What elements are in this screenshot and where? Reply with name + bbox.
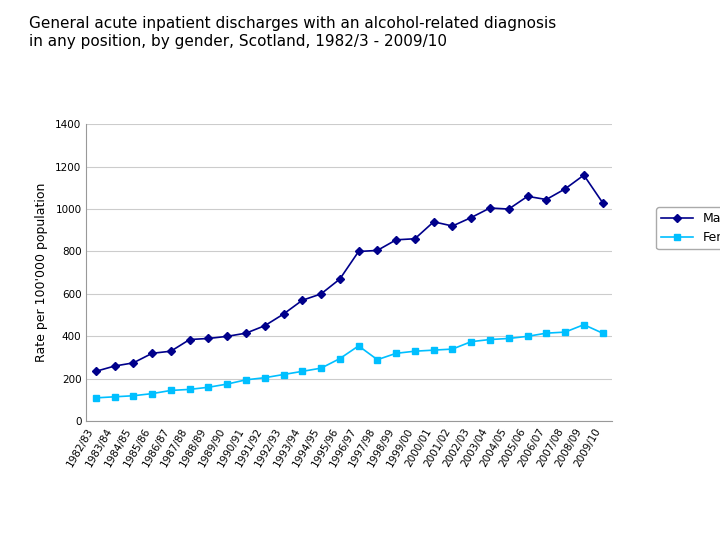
Male <box>467 214 475 221</box>
Male <box>317 291 325 297</box>
Male <box>448 223 456 230</box>
Female <box>410 348 419 354</box>
Male <box>542 196 551 202</box>
Male <box>598 199 607 206</box>
Female <box>542 330 551 336</box>
Male <box>166 348 175 354</box>
Female <box>223 381 232 387</box>
Male <box>505 206 513 212</box>
Male <box>279 311 288 318</box>
Female <box>91 395 100 401</box>
Female <box>148 390 156 397</box>
Female <box>505 335 513 342</box>
Line: Female: Female <box>93 322 606 401</box>
Female <box>129 393 138 399</box>
Y-axis label: Rate per 100'000 population: Rate per 100'000 population <box>35 183 48 362</box>
Male <box>261 322 269 329</box>
Female <box>580 321 588 328</box>
Male <box>354 248 363 255</box>
Female <box>354 343 363 349</box>
Male <box>392 237 400 243</box>
Male <box>410 235 419 242</box>
Male <box>204 335 212 342</box>
Male <box>561 186 570 192</box>
Female <box>166 387 175 394</box>
Female <box>110 394 119 400</box>
Female <box>261 374 269 381</box>
Female <box>373 356 382 363</box>
Male <box>298 297 307 303</box>
Female <box>242 376 251 383</box>
Male <box>523 193 532 200</box>
Female <box>486 336 495 343</box>
Male <box>185 336 194 343</box>
Female <box>204 384 212 390</box>
Text: General acute inpatient discharges with an alcohol-related diagnosis
in any posi: General acute inpatient discharges with … <box>29 16 556 49</box>
Female <box>279 372 288 378</box>
Female <box>561 329 570 335</box>
Female <box>598 330 607 336</box>
Male <box>148 350 156 356</box>
Male <box>429 219 438 225</box>
Legend: Male, Female: Male, Female <box>657 207 720 249</box>
Male <box>242 330 251 336</box>
Female <box>317 365 325 372</box>
Female <box>523 333 532 340</box>
Female <box>448 346 456 352</box>
Male <box>486 205 495 211</box>
Male <box>223 333 232 340</box>
Male <box>373 247 382 254</box>
Female <box>392 350 400 356</box>
Line: Male: Male <box>93 172 606 374</box>
Female <box>298 368 307 375</box>
Female <box>467 339 475 345</box>
Female <box>185 386 194 393</box>
Male <box>129 360 138 366</box>
Male <box>110 363 119 369</box>
Female <box>429 347 438 353</box>
Male <box>336 276 344 282</box>
Male <box>580 172 588 178</box>
Female <box>336 355 344 362</box>
Male <box>91 368 100 375</box>
